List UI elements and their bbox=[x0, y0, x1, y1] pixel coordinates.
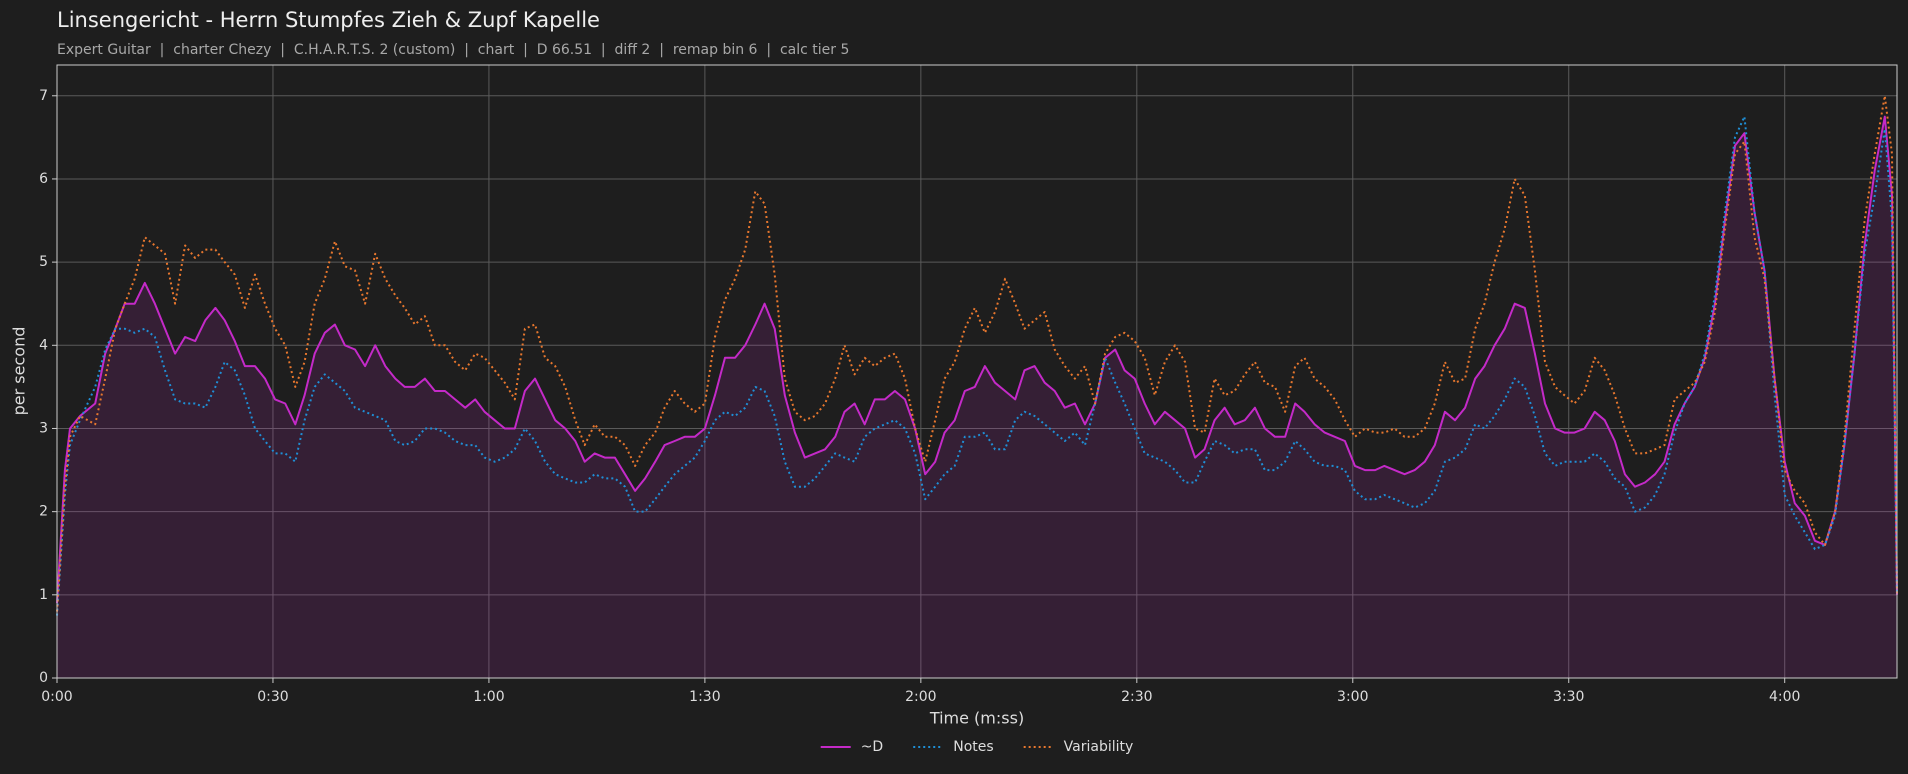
x-tick-label: 0:30 bbox=[257, 689, 288, 705]
axes-frame bbox=[56, 64, 1898, 679]
y-axis-label: per second bbox=[10, 327, 29, 416]
x-tick-label: 3:00 bbox=[1337, 689, 1368, 705]
x-tick-label: 1:00 bbox=[473, 689, 504, 705]
y-tick-label: 7 bbox=[39, 88, 48, 104]
line-series bbox=[56, 115, 1898, 604]
line-series bbox=[56, 115, 1898, 616]
line-series bbox=[56, 94, 1898, 612]
legend-label: Variability bbox=[1064, 739, 1134, 755]
x-tick-label: 1:30 bbox=[689, 689, 720, 705]
y-tick-label: 3 bbox=[39, 420, 48, 436]
x-tick-label: 4:00 bbox=[1769, 689, 1800, 705]
y-tick-label: 1 bbox=[39, 587, 48, 603]
y-tick-label: 2 bbox=[39, 504, 48, 520]
legend-label: ~D bbox=[861, 739, 884, 755]
x-tick-label: 2:30 bbox=[1121, 689, 1152, 705]
x-tick-label: 2:00 bbox=[905, 689, 936, 705]
x-axis-label: Time (m:ss) bbox=[929, 709, 1024, 728]
y-tick-label: 6 bbox=[39, 171, 48, 187]
x-tick-label: 0:00 bbox=[41, 689, 72, 705]
y-tick-label: 0 bbox=[39, 670, 48, 686]
chart-title: Linsengericht - Herrn Stumpfes Zieh & Zu… bbox=[57, 8, 600, 32]
y-tick-label: 5 bbox=[39, 254, 48, 270]
y-tick-label: 4 bbox=[39, 337, 48, 353]
x-tick-label: 3:30 bbox=[1553, 689, 1584, 705]
area bbox=[57, 116, 1897, 679]
legend-label: Notes bbox=[953, 739, 993, 755]
chart-subtitle: Expert Guitar | charter Chezy | C.H.A.R.… bbox=[57, 42, 849, 58]
legend: ~D Notes Variability bbox=[820, 739, 1134, 755]
